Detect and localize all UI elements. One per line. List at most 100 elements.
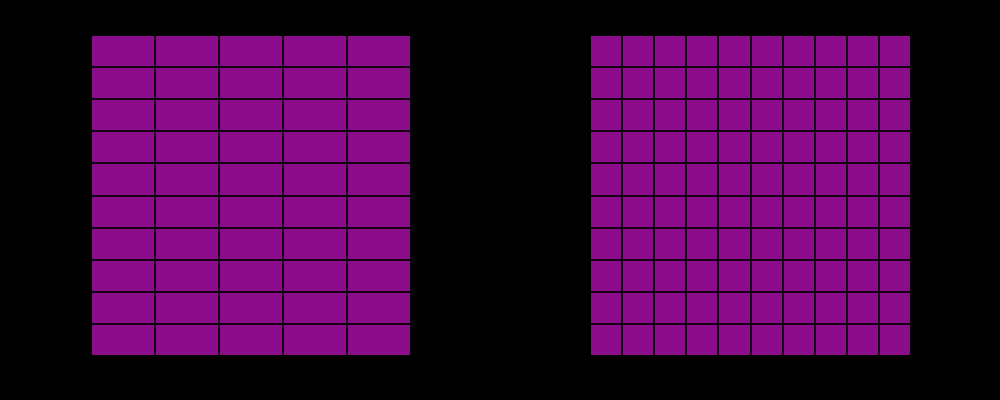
grid-cell	[687, 324, 718, 355]
grid-cell	[220, 196, 282, 227]
grid-cell	[348, 260, 410, 291]
grid-cell	[655, 68, 686, 99]
grid-cell	[284, 132, 346, 163]
grid-cell	[655, 132, 686, 163]
grid-cell	[284, 36, 346, 67]
grid-cell	[815, 164, 846, 195]
grid-cell	[815, 196, 846, 227]
grid-cell	[879, 196, 910, 227]
grid-cell	[719, 100, 750, 131]
grid-cell	[751, 228, 782, 259]
grid-cell	[591, 132, 622, 163]
grid-cell	[687, 164, 718, 195]
grid-cell	[284, 228, 346, 259]
grid-cell	[719, 228, 750, 259]
grid-cell	[847, 196, 878, 227]
grid-cell	[348, 100, 410, 131]
grid-cell	[623, 196, 654, 227]
grid-cell	[220, 228, 282, 259]
grid-cell	[284, 196, 346, 227]
grid-cell	[719, 36, 750, 67]
grid-cell	[284, 260, 346, 291]
grid-cell	[879, 324, 910, 355]
grid-cell	[847, 100, 878, 131]
grid-cell	[751, 132, 782, 163]
grid-cell	[220, 36, 282, 67]
grid-cell	[687, 100, 718, 131]
grid-cell	[847, 292, 878, 323]
grid-cell	[348, 68, 410, 99]
grid-cell	[751, 164, 782, 195]
grid-cell	[220, 292, 282, 323]
grid-cell	[719, 196, 750, 227]
grid-cell	[284, 100, 346, 131]
left-grid-panel	[92, 36, 410, 355]
grid-cell	[655, 292, 686, 323]
grid-cell	[348, 292, 410, 323]
grid-cell	[879, 164, 910, 195]
grid-cell	[623, 164, 654, 195]
grid-cell	[687, 36, 718, 67]
grid-cell	[687, 292, 718, 323]
grid-cell	[284, 164, 346, 195]
right-grid-panel	[591, 36, 910, 355]
grid-cell	[92, 260, 154, 291]
grid-cell	[220, 324, 282, 355]
grid-cell	[92, 196, 154, 227]
grid-cell	[220, 164, 282, 195]
grid-cell	[591, 324, 622, 355]
grid-cell	[751, 260, 782, 291]
grid-cell	[879, 292, 910, 323]
grid-cell	[687, 196, 718, 227]
grid-cell	[156, 196, 218, 227]
grid-cell	[220, 260, 282, 291]
grid-cell	[156, 292, 218, 323]
grid-cell	[879, 132, 910, 163]
grid-cell	[687, 260, 718, 291]
grid-cell	[783, 164, 814, 195]
grid-cell	[783, 292, 814, 323]
grid-cell	[623, 228, 654, 259]
grid-cell	[719, 324, 750, 355]
grid-cell	[751, 196, 782, 227]
grid-cell	[783, 36, 814, 67]
grid-cell	[92, 164, 154, 195]
grid-cell	[783, 132, 814, 163]
grid-cell	[879, 260, 910, 291]
grid-cell	[156, 132, 218, 163]
grid-cell	[815, 228, 846, 259]
grid-cell	[348, 228, 410, 259]
grid-cell	[92, 100, 154, 131]
grid-cell	[284, 324, 346, 355]
grid-cell	[623, 68, 654, 99]
grid-cell	[348, 36, 410, 67]
grid-cell	[348, 164, 410, 195]
grid-cell	[655, 260, 686, 291]
grid-cell	[655, 100, 686, 131]
grid-cell	[751, 324, 782, 355]
grid-cell	[783, 68, 814, 99]
grid-cell	[348, 132, 410, 163]
grid-cell	[156, 260, 218, 291]
grid-cell	[879, 36, 910, 67]
grid-cell	[719, 292, 750, 323]
grid-cell	[783, 100, 814, 131]
grid-cell	[623, 324, 654, 355]
grid-cell	[591, 260, 622, 291]
grid-cell	[879, 68, 910, 99]
grid-cell	[751, 292, 782, 323]
grid-cell	[591, 100, 622, 131]
grid-cell	[92, 68, 154, 99]
grid-cell	[847, 260, 878, 291]
grid-cell	[687, 132, 718, 163]
grid-cell	[220, 100, 282, 131]
grid-cell	[92, 292, 154, 323]
grid-cell	[879, 100, 910, 131]
grid-cell	[92, 36, 154, 67]
grid-cell	[220, 132, 282, 163]
grid-cell	[591, 164, 622, 195]
grid-cell	[623, 100, 654, 131]
grid-cell	[348, 196, 410, 227]
grid-cell	[847, 36, 878, 67]
